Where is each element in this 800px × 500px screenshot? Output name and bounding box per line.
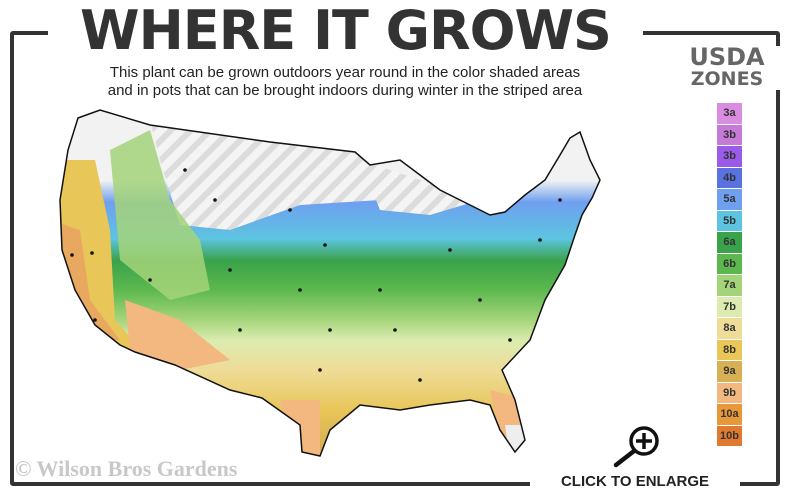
legend-title-line-2: ZONES [690, 68, 764, 90]
legend-zone-3a: 3a [717, 103, 742, 124]
subtitle: This plant can be grown outdoors year ro… [60, 64, 630, 100]
legend-title: USDA ZONES [672, 43, 782, 90]
us-zone-map[interactable] [50, 100, 610, 465]
legend-zone-5a: 5a [717, 189, 742, 210]
legend-zone-10b: 10b [717, 425, 742, 446]
legend-zone-7b: 7b [717, 296, 742, 317]
legend-zone-8a: 8a [717, 318, 742, 339]
legend-zone-3b: 3b [717, 124, 742, 145]
legend-zone-6b: 6b [717, 253, 742, 274]
legend-zone-4b: 4b [717, 167, 742, 188]
legend-zone-3b: 3b [717, 146, 742, 167]
legend-zone-9a: 9a [717, 361, 742, 382]
legend-zone-7a: 7a [717, 275, 742, 296]
subtitle-line-2: and in pots that can be brought indoors … [107, 82, 583, 99]
zone-legend: 3a 3b 3b 4b 5a 5b 6a 6b 7a 7b 8a 8b 9a 9b 10a 10b [717, 103, 742, 447]
legend-zone-9b: 9b [717, 382, 742, 403]
legend-title-line-1: USDA [689, 43, 765, 71]
magnifier-plus-icon[interactable] [608, 424, 664, 468]
zone-fill [60, 110, 600, 456]
page-title: WHERE IT GROWS [48, 0, 643, 62]
legend-zone-6a: 6a [717, 232, 742, 253]
legend-zone-8b: 8b [717, 339, 742, 360]
legend-zone-5b: 5b [717, 210, 742, 231]
click-to-enlarge-button[interactable]: CLICK TO ENLARGE [530, 468, 740, 496]
copyright-watermark: © Wilson Bros Gardens [15, 456, 238, 481]
subtitle-line-1: This plant can be grown outdoors year ro… [109, 64, 581, 81]
legend-zone-10a: 10a [717, 404, 742, 425]
city-dots [70, 168, 562, 382]
